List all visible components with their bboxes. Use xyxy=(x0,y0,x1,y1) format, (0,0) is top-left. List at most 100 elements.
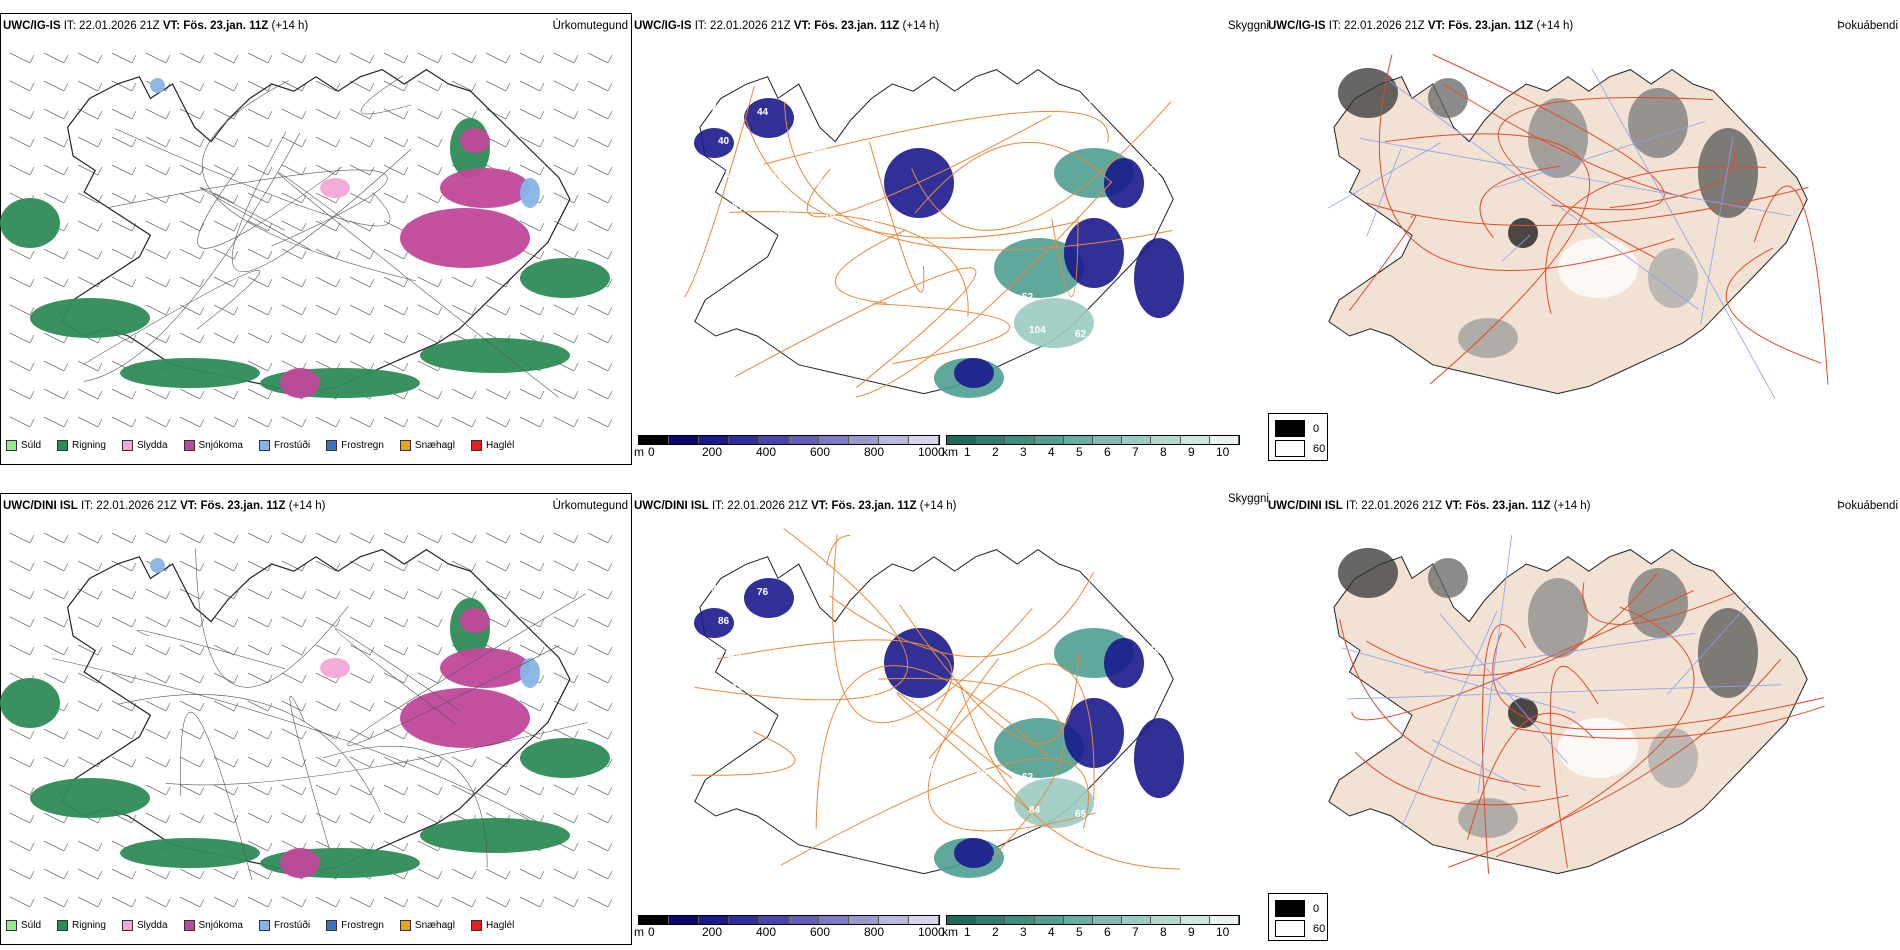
height-label: 52 xyxy=(1022,292,1034,303)
wind-barb xyxy=(179,756,205,768)
colorbar-tick-label: 800 xyxy=(864,445,885,459)
height-label: 84 xyxy=(1029,805,1041,816)
colorbar-tick-label: 400 xyxy=(756,925,777,939)
height-label: 37 xyxy=(884,760,896,771)
colorbar-step xyxy=(1151,436,1181,444)
legend-swatch xyxy=(183,920,195,931)
colorbar-step xyxy=(789,916,819,924)
road-line xyxy=(815,665,1049,829)
height-label: 10 xyxy=(891,313,903,324)
road-line xyxy=(1498,97,1713,259)
wind-barb xyxy=(553,616,579,628)
colorbar-step xyxy=(1034,916,1064,924)
road-line xyxy=(834,229,907,304)
wind-barb xyxy=(553,532,579,544)
wind-barb xyxy=(77,616,103,628)
legend-item: Rigning xyxy=(57,920,106,931)
wind-barb xyxy=(111,896,137,908)
colorbar-step xyxy=(669,436,699,444)
fog-legend-item: 0 xyxy=(1275,900,1319,917)
wind-barb xyxy=(9,868,35,880)
visibility-panel-bottom: UWC/DINI ISL IT: 22.01.2026 21Z VT: Fös.… xyxy=(634,493,1328,945)
colorbar-step xyxy=(639,916,669,924)
height-label: 104 xyxy=(1029,325,1046,336)
height-label: 31 xyxy=(937,797,949,808)
colorbar-step xyxy=(639,436,669,444)
wind-barb xyxy=(213,560,239,572)
fog-area xyxy=(1338,68,1398,118)
height-label: 87 xyxy=(983,801,995,812)
wind-barb xyxy=(417,388,443,400)
wind-barb xyxy=(519,220,545,232)
wind-barb xyxy=(417,868,443,880)
colorbar-unit: m xyxy=(634,445,644,459)
wind-barb xyxy=(519,304,545,316)
colorbar-tick-label: 3 xyxy=(1020,445,1027,459)
wind-barb xyxy=(281,756,307,768)
height-label: 56 xyxy=(771,653,783,664)
wind-barb xyxy=(553,672,579,684)
road-line xyxy=(231,131,412,273)
wind-barb xyxy=(111,276,137,288)
visibility-area xyxy=(1104,158,1144,208)
road-line xyxy=(1609,147,1736,209)
precip-legend: Súld Rigning Slydda Snjókoma Frostúði Frostre… xyxy=(6,440,524,451)
wind-barb xyxy=(77,52,103,64)
road-line xyxy=(195,548,349,688)
river-line xyxy=(1423,632,1696,674)
wind-barb xyxy=(553,812,579,824)
height-label: 44 xyxy=(757,107,769,118)
road-line xyxy=(1051,216,1079,297)
wind-barb xyxy=(77,644,103,656)
wind-barb xyxy=(485,276,511,288)
road-line xyxy=(1384,133,1591,385)
road-line xyxy=(729,211,969,317)
wind-barb xyxy=(111,416,137,428)
height-colorbar: m 0 200 400 600 800 1000 xyxy=(634,435,945,461)
legend-swatch xyxy=(326,920,338,931)
visibility-area xyxy=(1064,698,1124,768)
height-label: 100 xyxy=(778,686,795,697)
legend-swatch xyxy=(57,440,69,451)
road-line xyxy=(1378,54,1675,271)
height-label: 68 xyxy=(838,276,850,287)
wind-barb xyxy=(417,616,443,628)
wind-barb xyxy=(553,332,579,344)
wind-barb xyxy=(417,304,443,316)
wind-barb xyxy=(349,220,375,232)
wind-barb xyxy=(9,136,35,148)
wind-barb xyxy=(9,164,35,176)
wind-barb xyxy=(145,304,171,316)
visibility-title: Skyggni xyxy=(1228,493,1269,505)
wind-barb xyxy=(451,784,477,796)
legend-item: Súld xyxy=(6,440,41,451)
wind-barb xyxy=(315,784,341,796)
legend-item: Frostregn xyxy=(326,920,384,931)
wind-barb xyxy=(213,896,239,908)
river-line xyxy=(1400,610,1498,829)
wind-barb xyxy=(587,192,613,204)
wind-barb xyxy=(213,616,239,628)
wind-barb xyxy=(451,532,477,544)
wind-barb xyxy=(77,560,103,572)
wind-barb xyxy=(9,80,35,92)
colorbar-tick-label: 800 xyxy=(864,925,885,939)
wind-barb xyxy=(179,388,205,400)
wind-barb xyxy=(111,588,137,600)
road-line xyxy=(114,128,391,227)
fog-area xyxy=(1648,248,1698,308)
wind-barb xyxy=(77,896,103,908)
height-label: 87 xyxy=(810,624,822,635)
wind-barb xyxy=(179,700,205,712)
wind-barb xyxy=(43,192,69,204)
wind-barb xyxy=(247,728,273,740)
wind-barb xyxy=(587,360,613,372)
wind-barb xyxy=(111,192,137,204)
wind-barb xyxy=(111,164,137,176)
visibility-area xyxy=(884,628,954,698)
height-label: 54 xyxy=(1036,358,1048,369)
wind-barb xyxy=(417,532,443,544)
colorbar-step xyxy=(759,436,789,444)
wind-barb xyxy=(349,276,375,288)
road-line xyxy=(780,757,1089,866)
